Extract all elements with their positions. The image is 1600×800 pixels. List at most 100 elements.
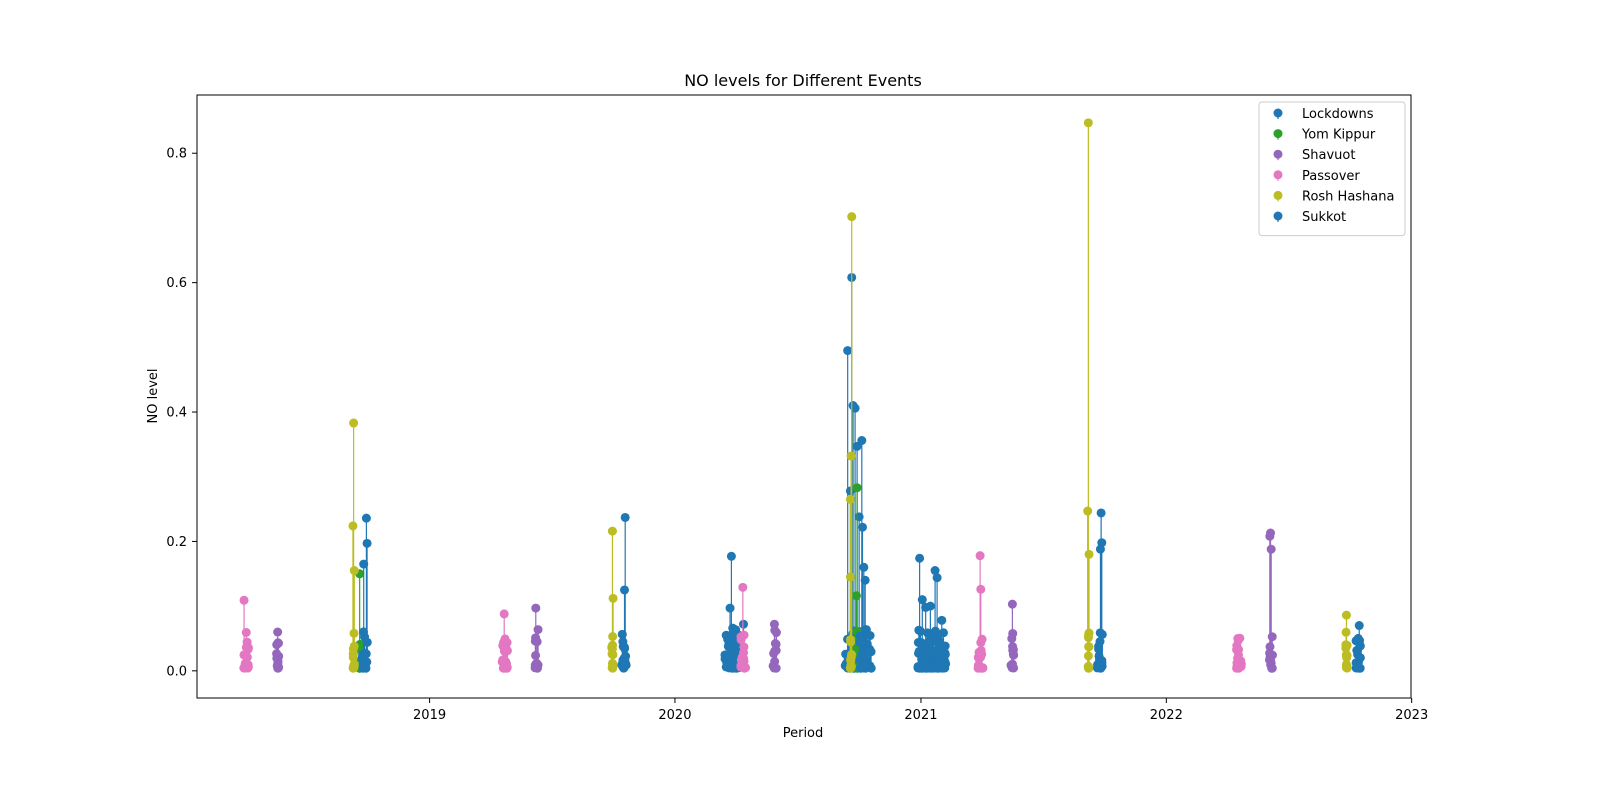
data-point: [348, 663, 358, 673]
data-point: [857, 522, 867, 532]
data-point: [923, 628, 933, 638]
data-point: [973, 663, 983, 673]
data-point: [739, 663, 749, 673]
data-point: [241, 627, 251, 637]
data-point: [349, 641, 359, 651]
data-point: [855, 631, 865, 641]
data-point: [845, 663, 855, 673]
legend: Lockdowns Yom Kippur Shavuot Passover Rosh H…: [1258, 101, 1406, 237]
data-point: [241, 642, 251, 652]
data-point: [845, 486, 855, 496]
data-point: [917, 638, 927, 648]
data-point: [608, 632, 618, 642]
chart-title: NO levels for Different Events: [684, 71, 922, 90]
event-cluster: [913, 553, 951, 673]
data-point: [1008, 645, 1018, 655]
x-tick-label: 2019: [413, 708, 446, 723]
data-point: [348, 649, 358, 659]
event-cluster: [1341, 610, 1352, 673]
data-point: [977, 634, 987, 644]
data-point: [770, 657, 780, 667]
data-point: [362, 538, 372, 548]
data-point: [499, 646, 509, 656]
legend-item: Rosh Hashana: [1273, 189, 1394, 204]
data-point: [725, 603, 735, 613]
data-point: [846, 637, 856, 647]
data-point: [1007, 663, 1017, 673]
data-point: [974, 653, 984, 663]
legend-item: Passover: [1273, 169, 1360, 184]
data-point: [769, 619, 779, 629]
legend-label: Yom Kippur: [1301, 128, 1376, 143]
legend-marker: [1273, 129, 1283, 139]
data-point: [930, 566, 940, 576]
data-point: [362, 637, 372, 647]
data-point: [349, 418, 359, 428]
event-cluster: [530, 603, 543, 673]
event-cluster: [855, 522, 870, 673]
data-point: [915, 626, 925, 636]
data-point: [617, 629, 627, 639]
data-point: [499, 663, 509, 673]
x-tick-label: 2022: [1150, 708, 1183, 723]
data-point: [852, 483, 862, 493]
data-point: [1007, 599, 1017, 609]
data-point: [531, 659, 541, 669]
data-point: [359, 559, 369, 569]
data-point: [934, 663, 944, 673]
legend-box: [1258, 101, 1406, 237]
data-point: [1353, 633, 1363, 643]
data-point: [932, 631, 942, 641]
event-cluster: [607, 526, 618, 673]
data-point: [619, 642, 629, 652]
y-tick-label: 0.4: [166, 406, 187, 421]
data-point: [1096, 508, 1106, 518]
data-point: [925, 601, 935, 611]
event-cluster: [845, 212, 857, 673]
data-point: [850, 403, 860, 413]
data-point: [499, 609, 509, 619]
series-passover: [239, 551, 1246, 673]
data-point: [1341, 640, 1351, 650]
data-point: [859, 562, 869, 572]
data-point: [846, 451, 856, 461]
x-tick-label: 2023: [1395, 708, 1428, 723]
series-rosh-hashana: [348, 118, 1352, 673]
data-point: [939, 642, 949, 652]
x-axis: 2019 2020 2021 2022 2023: [413, 698, 1428, 723]
event-cluster: [1092, 508, 1107, 673]
event-cluster: [1083, 118, 1094, 673]
data-point: [607, 643, 617, 653]
data-point: [739, 642, 749, 652]
data-point: [932, 573, 942, 583]
data-point: [728, 623, 738, 633]
data-point: [1266, 528, 1276, 538]
data-point: [1342, 650, 1352, 660]
legend-item: Sukkot: [1273, 210, 1346, 225]
data-point: [498, 655, 508, 665]
data-point: [273, 659, 283, 669]
y-tick-label: 0.0: [166, 664, 187, 679]
legend-marker: [1273, 211, 1283, 221]
data-point: [1267, 663, 1277, 673]
legend-label: Passover: [1302, 169, 1360, 184]
data-point: [349, 628, 359, 638]
legend-label: Rosh Hashana: [1302, 189, 1394, 204]
legend-item: Yom Kippur: [1273, 128, 1376, 143]
data-point: [738, 582, 748, 592]
data-point: [242, 652, 252, 662]
data-point: [357, 654, 367, 664]
data-point: [607, 526, 617, 536]
data-point: [1094, 644, 1104, 654]
series-shavuot: [272, 528, 1277, 673]
event-cluster: [272, 627, 284, 673]
x-tick-label: 2020: [658, 708, 691, 723]
data-point: [769, 648, 779, 658]
data-point: [531, 650, 541, 660]
data-point: [348, 521, 358, 531]
data-point: [771, 628, 781, 638]
data-point: [273, 627, 283, 637]
data-point: [620, 585, 630, 595]
y-axis-label: NO level: [146, 368, 161, 423]
data-point: [1234, 663, 1244, 673]
